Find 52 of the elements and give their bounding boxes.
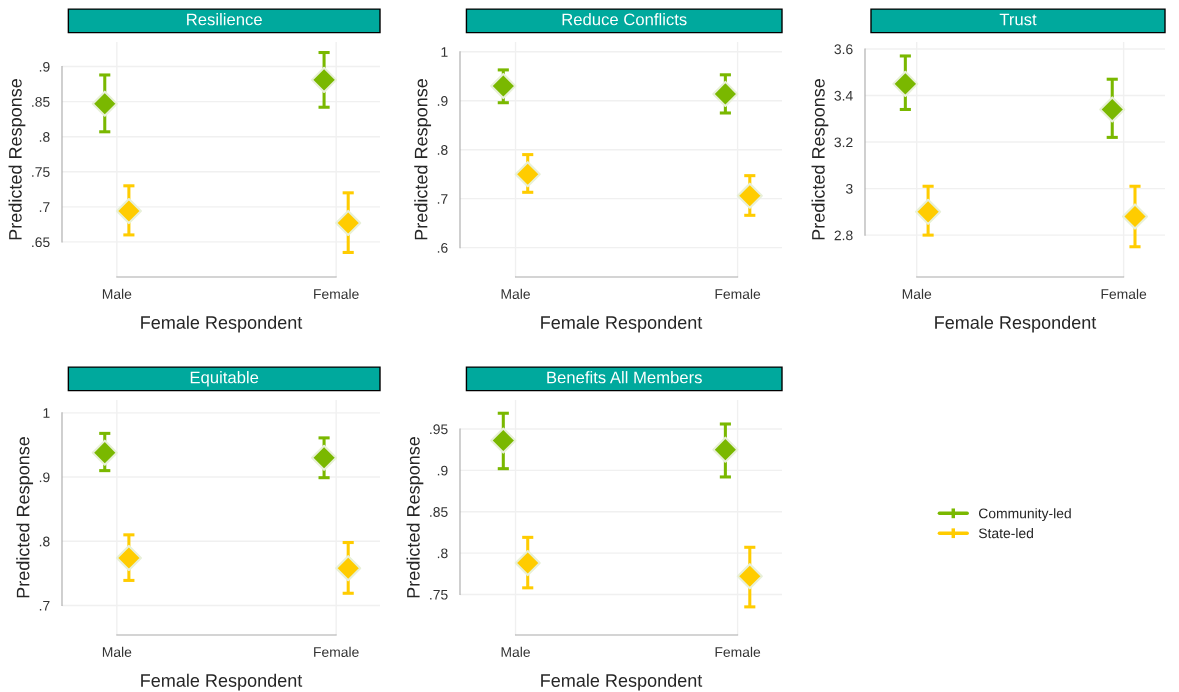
y-tick-label: .85 <box>430 507 448 517</box>
x-axis-title: Female Respondent <box>141 315 303 333</box>
x-tick-label: Female <box>1101 288 1147 300</box>
y-tick-label: .9 <box>39 61 50 72</box>
chart-title: Resilience <box>187 13 262 26</box>
y-tick-label: 1 <box>43 408 50 418</box>
x-axis-title: Female Respondent <box>935 315 1097 333</box>
chart-title: Reduce Conflicts <box>562 13 687 26</box>
x-tick-label: Male <box>102 288 132 300</box>
y-tick-label: .7 <box>39 600 50 611</box>
y-axis-title: Predicted Response <box>406 437 424 598</box>
x-tick-label: Female <box>715 288 761 300</box>
legend-label: Community-led <box>978 508 1071 522</box>
y-tick-label: 3.6 <box>834 44 853 55</box>
y-tick-label: .8 <box>39 132 50 142</box>
y-axis-title: Predicted Response <box>811 79 829 240</box>
x-tick-label: Female <box>314 288 359 300</box>
x-tick-label: Male <box>501 646 530 658</box>
y-tick-label: .8 <box>437 548 448 559</box>
y-axis-title: Predicted Response <box>414 79 432 240</box>
y-tick-label: .65 <box>32 237 50 248</box>
y-tick-label: .95 <box>430 424 448 435</box>
y-tick-label: 3.2 <box>834 137 853 148</box>
y-tick-label: .9 <box>437 96 448 106</box>
x-tick-label: Female <box>314 646 359 658</box>
chart-title: Equitable <box>190 371 259 387</box>
x-axis-title: Female Respondent <box>541 315 703 333</box>
x-tick-label: Male <box>102 646 132 658</box>
chart-title: Trust <box>999 13 1037 26</box>
y-tick-label: .8 <box>437 145 448 155</box>
y-tick-label: .6 <box>437 242 448 253</box>
y-tick-label: .9 <box>39 472 50 483</box>
y-axis-title: Predicted Response <box>8 79 26 240</box>
x-axis-title: Female Respondent <box>141 673 303 691</box>
x-tick-label: Male <box>501 288 530 300</box>
y-tick-label: .85 <box>32 96 50 107</box>
y-tick-label: 3.4 <box>834 90 853 101</box>
y-tick-label: .7 <box>39 202 50 212</box>
y-tick-label: .75 <box>32 167 50 177</box>
x-tick-label: Male <box>902 288 932 300</box>
y-tick-label: .7 <box>437 194 448 204</box>
legend-label: State-led <box>978 528 1033 539</box>
y-tick-label: .8 <box>39 536 50 547</box>
x-tick-label: Female <box>715 646 761 658</box>
y-tick-label: 3 <box>846 183 853 194</box>
x-axis-title: Female Respondent <box>541 673 703 691</box>
y-tick-label: .75 <box>430 589 448 600</box>
y-tick-label: .9 <box>437 465 448 476</box>
y-tick-label: 2.8 <box>834 230 853 241</box>
y-tick-label: 1 <box>441 47 448 57</box>
y-axis-title: Predicted Response <box>16 437 34 598</box>
chart-title: Benefits All Members <box>547 371 702 384</box>
